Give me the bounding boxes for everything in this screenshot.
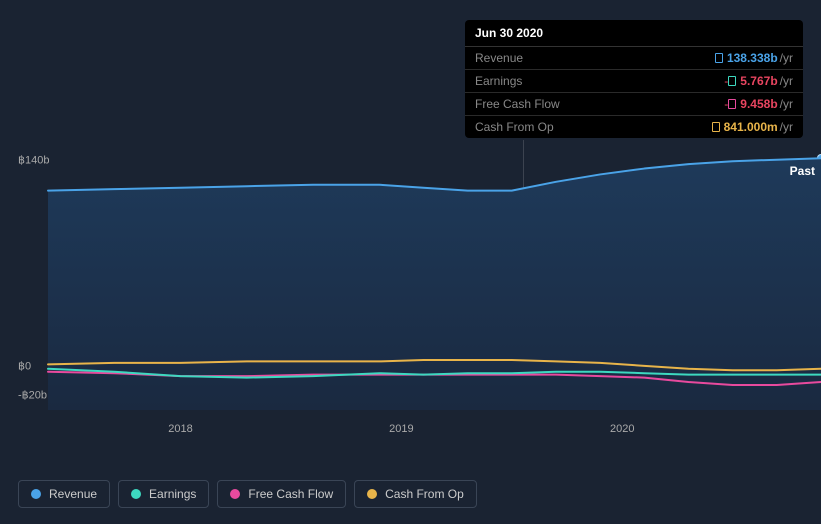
tooltip-row: Revenue 138.338b /yr <box>465 47 803 70</box>
y-axis-label: ฿140b <box>18 153 49 166</box>
tooltip-unit: /yr <box>780 97 793 111</box>
x-axis-label: 2019 <box>389 423 413 435</box>
chart-legend: Revenue Earnings Free Cash Flow Cash From O… <box>18 480 477 508</box>
tooltip-value: 5.767b <box>740 74 777 88</box>
legend-label: Cash From Op <box>385 487 464 501</box>
chart-tooltip: Jun 30 2020 Revenue138.338b /yrEarnings-… <box>465 20 803 138</box>
tooltip-row: Earnings-5.767b /yr <box>465 70 803 93</box>
revenue-area <box>48 158 821 410</box>
y-axis-label: -฿20b <box>18 389 47 402</box>
tooltip-marker <box>728 76 736 86</box>
legend-label: Earnings <box>149 487 196 501</box>
tooltip-unit: /yr <box>780 74 793 88</box>
tooltip-marker <box>712 122 720 132</box>
legend-dot <box>131 489 141 499</box>
tooltip-metric-label: Cash From Op <box>475 120 712 134</box>
x-axis-label: 2018 <box>168 423 192 435</box>
legend-item[interactable]: Revenue <box>18 480 110 508</box>
tooltip-marker <box>728 99 736 109</box>
tooltip-value: 138.338b <box>727 51 778 65</box>
tooltip-date: Jun 30 2020 <box>465 20 803 47</box>
past-label: Past <box>790 164 815 178</box>
legend-label: Revenue <box>49 487 97 501</box>
legend-item[interactable]: Cash From Op <box>354 480 477 508</box>
tooltip-unit: /yr <box>780 51 793 65</box>
legend-label: Free Cash Flow <box>248 487 333 501</box>
legend-item[interactable]: Free Cash Flow <box>217 480 346 508</box>
tooltip-value: 9.458b <box>740 97 777 111</box>
legend-dot <box>367 489 377 499</box>
y-axis-label: ฿0 <box>18 359 31 372</box>
financials-chart[interactable]: Past ฿140b ฿0 -฿20b 2018 2019 2020 <box>0 120 821 440</box>
tooltip-unit: /yr <box>780 120 793 134</box>
x-axis-label: 2020 <box>610 423 634 435</box>
tooltip-value: 841.000m <box>724 120 778 134</box>
tooltip-row: Free Cash Flow-9.458b /yr <box>465 93 803 116</box>
legend-dot <box>230 489 240 499</box>
tooltip-metric-label: Earnings <box>475 74 724 88</box>
tooltip-metric-label: Free Cash Flow <box>475 97 724 111</box>
chart-svg <box>48 145 821 410</box>
tooltip-row: Cash From Op 841.000m /yr <box>465 116 803 138</box>
tooltip-marker <box>715 53 723 63</box>
legend-dot <box>31 489 41 499</box>
legend-item[interactable]: Earnings <box>118 480 209 508</box>
tooltip-metric-label: Revenue <box>475 51 715 65</box>
